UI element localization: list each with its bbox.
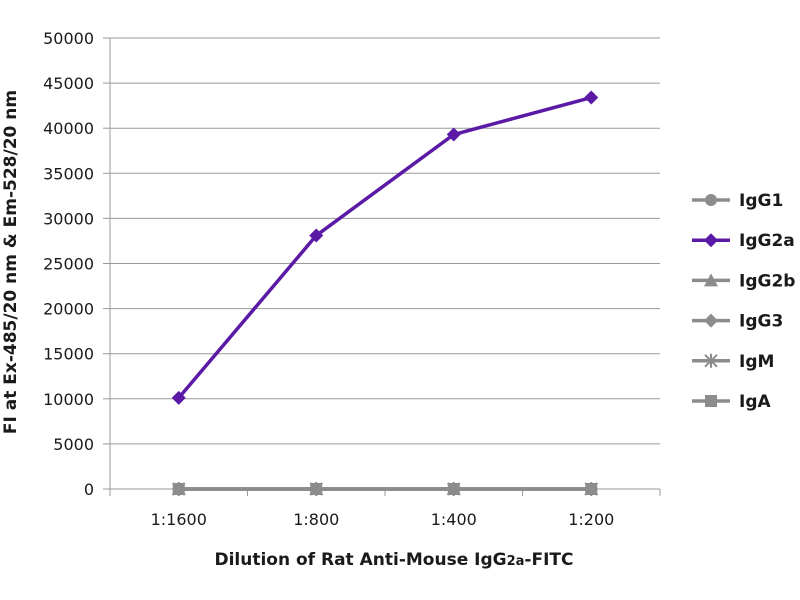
- data-point: [447, 483, 460, 495]
- legend-marker: [704, 353, 718, 368]
- legend-item: IgM: [692, 352, 774, 372]
- data-point: [171, 390, 186, 405]
- legend-label: IgM: [739, 352, 774, 372]
- legend-item: IgA: [692, 392, 771, 412]
- legend-marker: [704, 233, 718, 248]
- data-point: [585, 483, 598, 495]
- x-axis-title-main: Dilution of Rat Anti-Mouse IgG: [214, 550, 506, 570]
- series-line: [177, 95, 592, 400]
- legend-label: IgG2b: [739, 271, 795, 291]
- y-tick-label: 30000: [43, 209, 94, 228]
- y-tick-label: 35000: [43, 164, 94, 183]
- x-axis-title-subscript: 2a: [507, 554, 525, 569]
- y-tick-label: 45000: [43, 74, 94, 93]
- legend-marker: [705, 194, 717, 206]
- gridlines: [110, 37, 660, 490]
- y-tick-label: 40000: [43, 119, 94, 138]
- data-point: [309, 228, 324, 243]
- x-axis-title: Dilution of Rat Anti-Mouse IgG2a-FITC: [214, 550, 573, 570]
- series-iga: [172, 483, 598, 495]
- data-point: [446, 127, 461, 142]
- plot-area: [171, 90, 599, 496]
- x-tick-label: 1:1600: [151, 510, 207, 529]
- x-axis-title-suffix: -FITC: [524, 550, 573, 570]
- y-tick-label: 25000: [43, 255, 94, 274]
- legend-marker: [704, 313, 718, 328]
- x-axis-ticks: 1:1600 1:800 1:400 1:200: [109, 489, 661, 529]
- x-tick-label: 1:200: [568, 510, 614, 529]
- y-tick-label: 5000: [53, 435, 94, 454]
- y-axis-ticks: 0 5000 10000 15000 20000 25000 30000 35000 40000…: [43, 29, 111, 499]
- x-tick-label: 1:800: [293, 510, 339, 529]
- legend-label: IgG2a: [739, 231, 795, 251]
- x-tick-label: 1:400: [431, 510, 477, 529]
- legend-marker: [704, 273, 718, 287]
- legend-marker: [705, 395, 717, 407]
- data-point: [310, 483, 323, 495]
- legend-item: IgG2a: [692, 231, 795, 251]
- legend-label: IgA: [739, 392, 771, 412]
- y-tick-label: 50000: [43, 29, 94, 48]
- y-tick-label: 15000: [43, 345, 94, 364]
- data-point: [584, 90, 599, 105]
- legend-item: IgG1: [692, 191, 783, 211]
- series-igg2a: [171, 90, 599, 405]
- data-point: [172, 483, 185, 495]
- legend-item: IgG2b: [692, 271, 795, 291]
- legend-item: IgG3: [692, 312, 783, 332]
- legend-label: IgG1: [739, 191, 783, 211]
- y-axis-title: FI at Ex-485/20 nm & Em-528/20 nm: [1, 90, 21, 434]
- legend-label: IgG3: [739, 312, 783, 332]
- legend: IgG1 IgG2a IgG2b IgG3 IgM IgA: [692, 191, 795, 412]
- y-tick-label: 20000: [43, 300, 94, 319]
- y-tick-label: 0: [84, 480, 94, 499]
- y-tick-label: 10000: [43, 390, 94, 409]
